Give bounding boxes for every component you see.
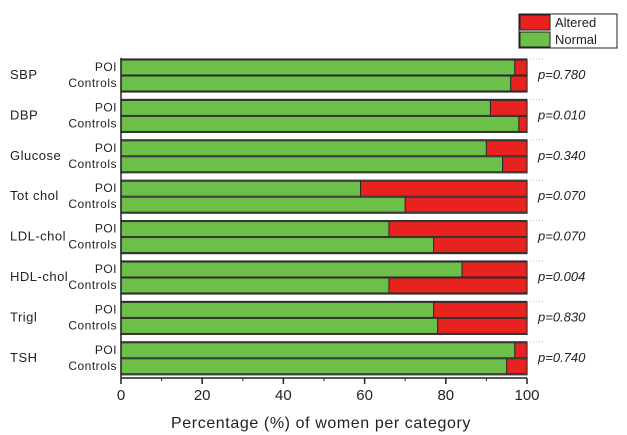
bar-altered <box>433 237 528 254</box>
bar-normal <box>120 180 362 197</box>
category-label: HDL-chol <box>10 269 68 284</box>
bar-altered <box>360 180 528 197</box>
bar-normal <box>120 75 512 92</box>
bar-altered <box>404 196 528 213</box>
bar-normal <box>120 342 516 359</box>
group-label: Controls <box>68 76 117 90</box>
bar-normal <box>120 301 435 318</box>
legend-swatch <box>519 14 551 31</box>
legend-swatch <box>519 31 551 48</box>
group-label: Controls <box>68 157 117 171</box>
bar-normal <box>120 221 390 238</box>
bar-altered <box>506 358 528 375</box>
x-tick-label: 0 <box>117 387 125 404</box>
group-label: POI <box>95 100 117 114</box>
x-tick-label: 40 <box>275 387 292 404</box>
x-tick-label: 100 <box>514 387 539 404</box>
group-label: Controls <box>68 116 117 130</box>
bar-altered <box>461 261 528 278</box>
bar-normal <box>120 115 520 132</box>
legend-label: Altered <box>555 15 596 30</box>
x-tick-label: 80 <box>437 387 454 404</box>
group-label: Controls <box>68 318 117 332</box>
bar-altered <box>510 75 528 92</box>
p-value-labels: p=0.780 p=0.010 p=0.340 p=0.070 p=0.070 p=0.0… <box>537 67 586 365</box>
bar-normal <box>120 237 435 254</box>
bar-altered <box>433 301 528 318</box>
group-label: Controls <box>68 359 117 373</box>
legend-frame <box>518 13 618 49</box>
bar-altered <box>514 59 528 76</box>
p-value-label: p=0.830 <box>537 309 586 324</box>
group-label: Controls <box>68 238 117 252</box>
p-value-label: p=0.070 <box>537 188 586 203</box>
category-label: Trigl <box>10 309 37 324</box>
bar-altered <box>489 99 528 116</box>
bar-altered <box>388 221 528 238</box>
bar-normal <box>120 99 491 116</box>
group-label: POI <box>95 60 117 74</box>
group-label: POI <box>95 141 117 155</box>
group-label: Controls <box>68 278 117 292</box>
legend-label: Normal <box>555 32 597 47</box>
group-label: POI <box>95 181 117 195</box>
bar-normal <box>120 156 504 173</box>
bar-normal <box>120 59 516 76</box>
x-axis-title: Percentage (%) of women per category <box>171 415 471 432</box>
bar-altered <box>388 277 528 294</box>
category-label: Glucose <box>10 148 61 163</box>
p-value-label: p=0.010 <box>537 107 586 122</box>
bar-normal <box>120 196 406 213</box>
p-value-label: p=0.780 <box>537 67 586 82</box>
bar-normal <box>120 317 439 334</box>
category-label: SBP <box>10 67 38 82</box>
category-label: Tot chol <box>10 188 59 203</box>
category-labels: SBP DBP Glucose Tot chol LDL-chol HDL-chol Tri… <box>10 67 68 365</box>
row-labels: POI Controls POI Controls POI Controls POI Cont… <box>68 60 117 373</box>
bar-altered <box>502 156 528 173</box>
group-label: POI <box>95 302 117 316</box>
category-label: LDL-chol <box>10 229 66 244</box>
bar-altered <box>485 140 528 157</box>
x-tick-label: 60 <box>356 387 373 404</box>
group-label: Controls <box>68 197 117 211</box>
x-axis: 0 20 40 60 80 100 <box>117 58 540 404</box>
bar-normal <box>120 140 487 157</box>
p-value-label: p=0.740 <box>537 350 586 365</box>
bar-normal <box>120 261 463 278</box>
bar-altered <box>437 317 528 334</box>
bar-normal <box>120 277 390 294</box>
group-label: POI <box>95 262 117 276</box>
p-value-label: p=0.340 <box>537 148 586 163</box>
category-label: DBP <box>10 107 38 122</box>
p-value-label: p=0.004 <box>537 269 585 284</box>
p-value-label: p=0.070 <box>537 229 586 244</box>
bar-altered <box>518 115 528 132</box>
group-label: POI <box>95 222 117 236</box>
x-tick-label: 20 <box>194 387 211 404</box>
bar-normal <box>120 358 508 375</box>
bars <box>120 59 528 375</box>
category-label: TSH <box>10 350 38 365</box>
legend: Altered Normal <box>518 13 618 49</box>
bar-altered <box>514 342 528 359</box>
group-label: POI <box>95 343 117 357</box>
